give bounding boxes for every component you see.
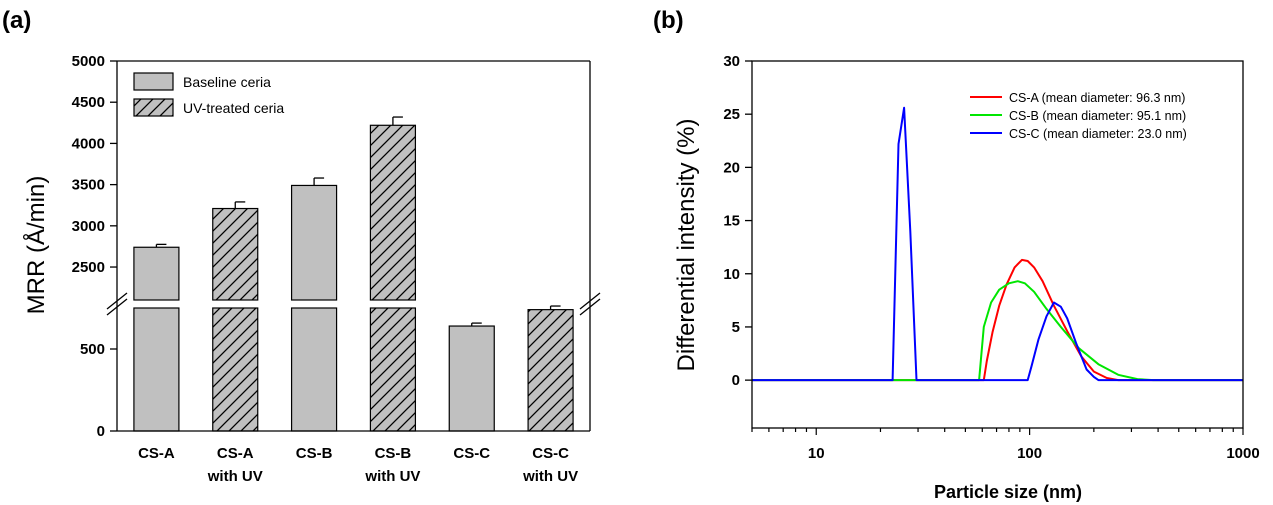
y-tick-label-20: 20 — [723, 159, 740, 176]
panel-a-label: (a) — [2, 7, 31, 34]
x-tick-label-10: 10 — [808, 445, 825, 462]
panel-b-x-axis-label: Particle size (nm) — [934, 482, 1082, 502]
y-tick-label-2500: 2500 — [72, 259, 105, 276]
series-line-2 — [752, 106, 1243, 382]
legend-label-baseline: Baseline ceria — [183, 74, 271, 90]
y-tick-label-0: 0 — [732, 372, 740, 389]
axis-break-mark-1-b — [579, 298, 601, 316]
series-line-1 — [752, 280, 1243, 382]
legend-label-0: CS-A (mean diameter: 96.3 nm) — [1009, 91, 1185, 105]
legend-label-1: CS-B (mean diameter: 95.1 nm) — [1009, 109, 1186, 123]
y-tick-label-0: 0 — [97, 423, 105, 440]
bar-4-lower — [448, 325, 495, 432]
bar-2-lower — [290, 307, 338, 432]
category-label-1-line2: with UV — [207, 468, 263, 485]
y-tick-label-4000: 4000 — [72, 135, 105, 152]
category-label-5-line2: with UV — [522, 468, 578, 485]
panel-b-line-chart: 0 5 10 15 20 25 30 10 100 1000 CS-A (mean diameter… — [723, 53, 1259, 462]
legend-label-uv: UV-treated ceria — [183, 100, 284, 116]
category-label-2-line1: CS-B — [296, 445, 333, 462]
y-tick-label-4500: 4500 — [72, 94, 105, 111]
x-tick-label-100: 100 — [1017, 445, 1042, 462]
y-tick-label-10: 10 — [723, 266, 740, 283]
panel-b-y-axis-label: Differential intensity (%) — [673, 119, 700, 372]
category-label-5-line1: CS-C — [532, 445, 569, 462]
y-tick-label-5: 5 — [732, 319, 740, 336]
category-label-3-line1: CS-B — [375, 445, 412, 462]
category-label-3-line2: with UV — [364, 468, 420, 485]
bar-2-upper — [290, 184, 338, 301]
y-tick-label-15: 15 — [723, 213, 740, 230]
axis-break-mark-1-a — [579, 292, 601, 310]
x-tick-label-1000: 1000 — [1226, 445, 1259, 462]
series-line-0 — [752, 258, 1243, 382]
bar-0-upper — [133, 246, 180, 301]
axis-break-mark-0-a — [106, 292, 128, 310]
y-tick-label-3000: 3000 — [72, 218, 105, 235]
panel-b-label: (b) — [653, 7, 684, 34]
bar-5-lower — [527, 309, 574, 432]
legend-swatch-baseline — [133, 72, 174, 91]
y-tick-label-500: 500 — [80, 341, 105, 358]
bar-3-lower — [369, 307, 417, 432]
y-tick-label-30: 30 — [723, 53, 740, 70]
y-tick-label-25: 25 — [723, 106, 740, 123]
bar-0-lower — [133, 307, 180, 432]
panel-a-bar-chart: CS-A CS-A with UV CS-B CS-B with UV CS-C CS-C wi… — [72, 53, 601, 485]
axis-break-mark-0-b — [106, 298, 128, 316]
bar-3-upper — [369, 124, 417, 301]
category-label-1-line1: CS-A — [217, 445, 254, 462]
legend-label-2: CS-C (mean diameter: 23.0 nm) — [1009, 127, 1187, 141]
panel-a-y-axis-label: MRR (Å/min) — [22, 176, 50, 315]
y-tick-label-3500: 3500 — [72, 177, 105, 194]
legend-swatch-uv — [133, 98, 174, 117]
y-tick-label-5000: 5000 — [72, 53, 105, 70]
bar-1-upper — [212, 207, 259, 301]
category-label-0-line1: CS-A — [138, 445, 175, 462]
bar-1-lower — [212, 307, 259, 432]
plot-frame — [751, 60, 1244, 429]
category-label-4-line1: CS-C — [453, 445, 490, 462]
